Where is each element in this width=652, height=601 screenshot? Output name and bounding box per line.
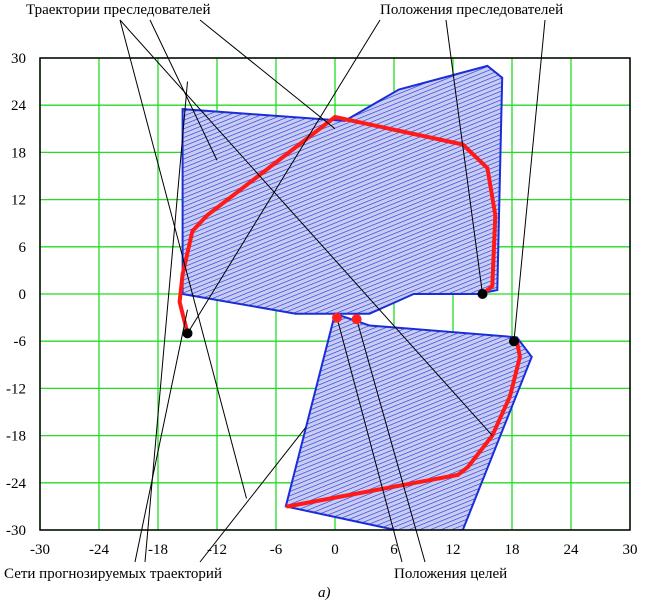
leader-trajectories [119,19,247,499]
pursuer-marker [182,328,193,339]
x-tick-label: -6 [270,542,283,558]
x-tick-label: 6 [390,542,398,558]
x-tick-label: 24 [564,542,580,558]
y-tick-label: -30 [6,523,26,539]
positions [182,289,519,347]
y-tick-label: -24 [6,476,26,492]
pursuer-marker [508,336,519,347]
x-tick-label: -18 [148,542,168,558]
annotation-trajectories: Траектории преследователей [26,2,211,18]
x-tick-label: 0 [331,542,339,558]
y-tick-label: 18 [11,145,26,161]
leader-prediction-nets [199,427,306,563]
y-tick-label: 0 [19,287,27,303]
annotation-prediction-nets: Сети прогнозируемых траекторий [4,566,222,582]
plot-frame [39,57,631,531]
leader-prediction-nets [144,81,188,563]
leader-trajectories [119,19,493,436]
leader-target-position [356,319,426,563]
y-tick-label: -18 [6,429,26,445]
leader-pursuer-position [513,19,546,342]
y-tick-label: 30 [11,51,26,67]
y-tick-label: -6 [14,334,27,350]
figure-caption: а) [318,585,331,601]
annotation-target-positions: Положения целей [394,566,507,582]
tick-labels: -30 -24 -18 -12 -6 0 6 12 18 24 30 30 24 18 12 6 0 -6 -12 -… [6,51,638,558]
x-tick-label: -30 [30,542,50,558]
target-marker [351,314,362,325]
annotation-leaders [119,19,546,563]
x-tick-label: 30 [623,542,638,558]
leader-target-position [336,317,403,563]
pursuer-trajectory [177,115,498,336]
target-marker [331,312,342,323]
leader-pursuer-position [187,19,381,334]
pursuer-marker [477,289,488,299]
x-tick-label: 18 [505,542,520,558]
x-tick-label: 12 [446,542,461,558]
annotation-pursuer-positions: Положения преследователей [380,2,563,18]
leader-prediction-nets [134,309,188,563]
y-tick-label: 6 [19,240,27,256]
x-tick-label: -24 [89,542,109,558]
y-tick-label: 24 [11,98,27,114]
leader-pursuer-position [445,19,483,295]
x-tick-label: -12 [207,542,227,558]
prediction-meshes [181,64,533,530]
leader-trajectories [199,19,336,130]
y-tick-label: 12 [11,193,26,209]
y-tick-label: -12 [6,381,26,397]
